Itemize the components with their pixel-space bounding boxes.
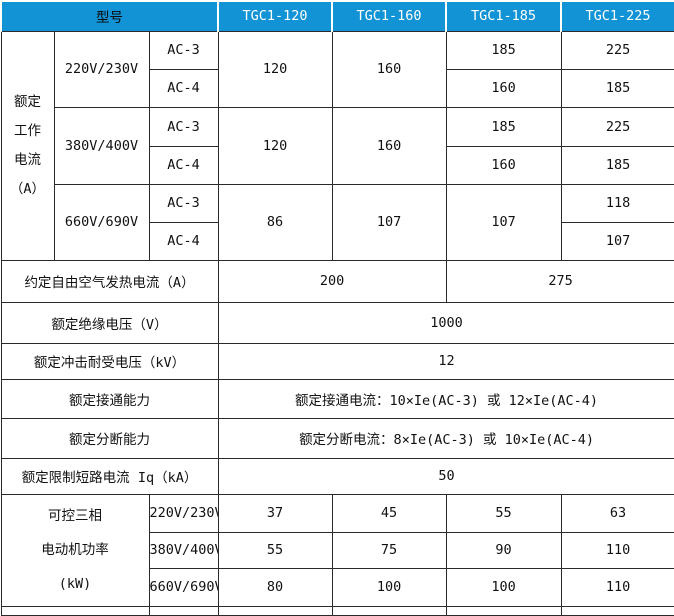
model-header-tgc1-225: TGC1-225 — [560, 0, 674, 32]
table-row: 额定接通能力 额定接通电流：10×Ie(AC-3) 或 12×Ie(AC-4) — [0, 378, 674, 419]
ac-class-cell: AC-3 — [148, 106, 219, 147]
span-value-cell: 1000 — [217, 301, 674, 344]
value-cell: 45 — [331, 493, 447, 533]
value-cell: 100 — [445, 567, 562, 607]
value-cell: 185 — [445, 106, 562, 147]
ac-class-cell: AC-4 — [148, 221, 219, 261]
table-row: AC-4 160 185 — [1, 68, 674, 108]
model-header-label: 型号 — [0, 0, 220, 32]
label-line: 工作 — [14, 122, 41, 139]
value-cell: 185 — [560, 68, 674, 108]
value-cell: 160 — [331, 30, 447, 108]
ac-class-cell: AC-4 — [148, 68, 219, 108]
value-cell: 160 — [445, 68, 562, 108]
span-value-cell: 12 — [217, 342, 674, 380]
label-line: 额定 — [14, 93, 41, 110]
span-value-cell: 200 — [217, 259, 447, 303]
motor-power-section-label: 可控三相 电动机功率 (kW) — [0, 493, 150, 607]
row-label-cell: 额定接通能力 — [0, 378, 219, 419]
value-cell: 75 — [331, 531, 447, 569]
table-row: 380V/400V AC-3 120 160 185 225 — [1, 106, 674, 185]
value-cell: 107 — [445, 183, 562, 261]
table-row: 660V/690V 80 100 100 110 — [1, 567, 674, 607]
table-row: 660V/690V AC-3 86 107 107 118 — [1, 183, 674, 261]
value-cell: 63 — [560, 493, 674, 533]
value-cell: 80 — [217, 567, 333, 607]
label-line: 可控三相 — [48, 508, 102, 524]
model-header-tgc1-185: TGC1-185 — [445, 0, 563, 32]
value-cell: 185 — [445, 30, 562, 70]
ac-class-cell: AC-3 — [148, 183, 219, 223]
table-row: 额定 工作 电流 （A） 220V/230V AC-3 120 160 185 … — [0, 30, 674, 261]
row-label-cell: 额定分断能力 — [0, 417, 219, 459]
row-label-cell: 额定绝缘电压（V） — [0, 301, 219, 344]
span-value-cell: 275 — [445, 259, 674, 303]
voltage-cell: 660V/690V — [148, 567, 219, 607]
value-cell: 110 — [560, 531, 674, 569]
value-cell: 107 — [560, 221, 674, 261]
label-line: （A） — [9, 180, 46, 197]
value-cell: 225 — [560, 30, 674, 70]
table-row: 380V/400V 55 75 90 110 — [1, 531, 674, 569]
table-row: 可控三相 电动机功率 (kW) 220V/230V 37 45 55 63 — [0, 493, 674, 607]
voltage-cell: 220V/230V — [53, 30, 150, 108]
value-cell: 225 — [560, 106, 674, 147]
label-line: (kW) — [58, 576, 92, 592]
row-label-cell: 约定自由空气发热电流（A） — [0, 259, 219, 303]
value-cell: 37 — [217, 493, 333, 533]
table-row: AC-4 160 185 — [1, 145, 674, 185]
table-row: 额定绝缘电压（V） 1000 — [0, 301, 674, 344]
value-cell: 107 — [331, 183, 447, 261]
ac-class-cell: AC-3 — [148, 30, 219, 70]
model-header-tgc1-160: TGC1-160 — [331, 0, 448, 32]
value-cell: 90 — [445, 531, 562, 569]
voltage-cell: 380V/400V — [148, 531, 219, 569]
value-cell: 86 — [217, 183, 333, 261]
voltage-cell: 660V/690V — [53, 183, 150, 261]
value-cell: 100 — [331, 567, 447, 607]
label-line: 电流 — [14, 151, 41, 168]
table-row: 额定冲击耐受电压（kV） 12 — [0, 342, 674, 380]
ac-class-cell: AC-4 — [148, 145, 219, 185]
row-label-cell: 额定限制短路电流 Iq（kA） — [0, 457, 219, 495]
table-row: 额定分断能力 额定分断电流：8×Ie(AC-3) 或 10×Ie(AC-4) — [0, 417, 674, 459]
value-cell: 55 — [217, 531, 333, 569]
table-row: AC-4 107 — [1, 221, 674, 261]
span-value-cell: 50 — [217, 457, 674, 495]
value-cell: 160 — [331, 106, 447, 185]
value-cell: 120 — [217, 30, 333, 108]
span-value-cell: 额定分断电流：8×Ie(AC-3) 或 10×Ie(AC-4) — [217, 417, 674, 459]
voltage-cell: 380V/400V — [53, 106, 150, 185]
model-header-tgc1-120: TGC1-120 — [217, 0, 334, 32]
rated-current-section-label: 额定 工作 电流 （A） — [0, 30, 55, 261]
value-cell: 118 — [560, 183, 674, 223]
label-line: 电动机功率 — [41, 542, 109, 558]
voltage-cell: 220V/230V — [148, 493, 219, 533]
table-row: 额定限制短路电流 Iq（kA） 50 — [0, 457, 674, 495]
value-cell: 160 — [445, 145, 562, 185]
span-value-cell: 额定接通电流：10×Ie(AC-3) 或 12×Ie(AC-4) — [217, 378, 674, 419]
value-cell: 55 — [445, 493, 562, 533]
value-cell: 110 — [560, 567, 674, 607]
table-row: 约定自由空气发热电流（A） 200 275 — [0, 259, 674, 303]
row-label-cell: 额定冲击耐受电压（kV） — [0, 342, 219, 380]
header-row: 型号 TGC1-120 TGC1-160 TGC1-185 TGC1-225 — [0, 0, 674, 32]
value-cell: 120 — [217, 106, 333, 185]
value-cell: 185 — [560, 145, 674, 185]
